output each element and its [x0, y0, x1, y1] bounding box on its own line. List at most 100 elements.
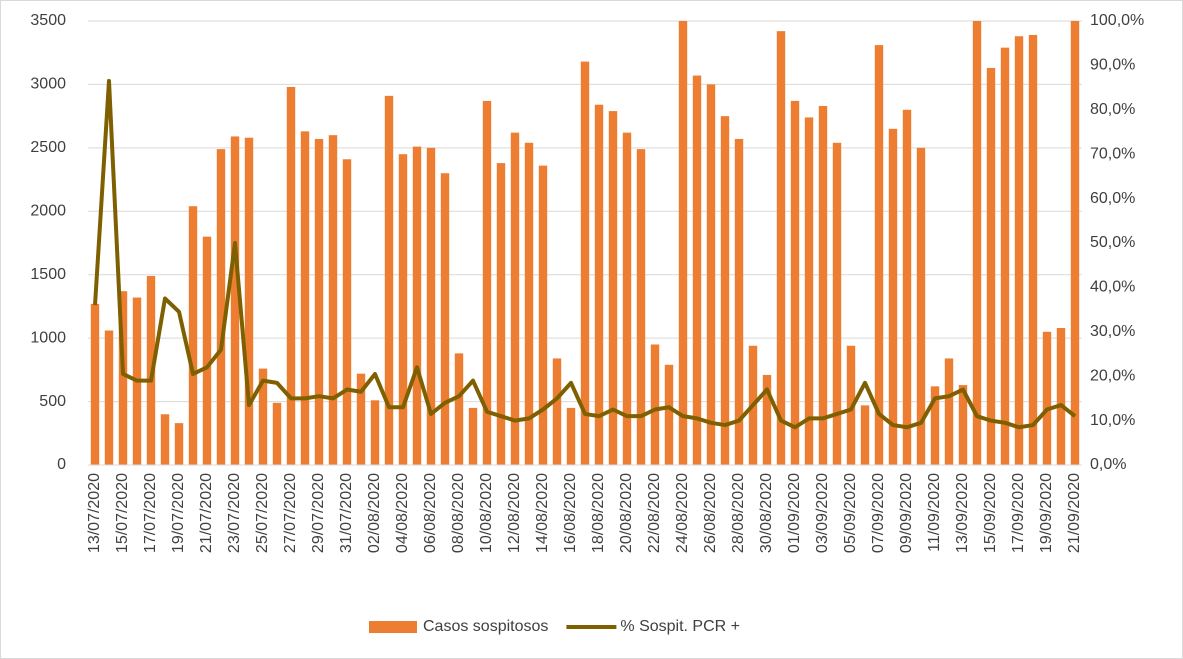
bar — [580, 61, 590, 465]
bar — [440, 173, 450, 465]
bar — [860, 405, 870, 465]
bar — [482, 100, 492, 466]
x-tick-label: 19/09/2020 — [1038, 473, 1055, 553]
y2-tick-label: 20,0% — [1090, 367, 1135, 384]
bar — [272, 402, 282, 465]
bar — [916, 147, 926, 465]
bar — [314, 138, 324, 465]
bar — [790, 100, 800, 466]
bar — [188, 206, 198, 465]
y2-tick-label: 100,0% — [1090, 12, 1144, 29]
bar — [888, 128, 898, 466]
y2-tick-label: 60,0% — [1090, 190, 1135, 207]
x-tick-label: 16/08/2020 — [562, 473, 579, 553]
y-tick-label: 1000 — [30, 329, 66, 346]
bar — [776, 31, 786, 466]
x-tick-label: 13/07/2020 — [86, 473, 103, 553]
x-tick-label: 05/09/2020 — [842, 473, 859, 553]
bar — [902, 109, 912, 466]
y2-tick-label: 90,0% — [1090, 57, 1135, 74]
x-tick-label: 18/08/2020 — [590, 473, 607, 553]
bar — [412, 146, 422, 466]
bar — [1000, 47, 1010, 465]
bar — [258, 368, 268, 465]
x-tick-label: 23/07/2020 — [226, 473, 243, 553]
bar — [90, 303, 100, 465]
bar — [944, 358, 954, 465]
bar — [692, 75, 702, 465]
x-tick-label: 22/08/2020 — [646, 473, 663, 553]
bar — [370, 400, 380, 465]
bar — [244, 137, 254, 466]
y-tick-label: 1500 — [30, 266, 66, 283]
x-tick-label: 25/07/2020 — [254, 473, 271, 553]
bar — [608, 111, 618, 465]
bar — [930, 386, 940, 465]
x-tick-label: 15/09/2020 — [982, 473, 999, 553]
x-tick-label: 13/09/2020 — [954, 473, 971, 553]
x-tick-label: 30/08/2020 — [758, 473, 775, 553]
bar — [454, 353, 464, 465]
y-tick-label: 3000 — [30, 76, 66, 93]
bar — [524, 142, 534, 466]
x-tick-label: 03/09/2020 — [814, 473, 831, 553]
bar — [818, 105, 828, 465]
x-tick-label: 04/08/2020 — [394, 473, 411, 553]
x-tick-label: 09/09/2020 — [898, 473, 915, 553]
legend-swatch — [369, 621, 417, 633]
bar — [174, 423, 184, 465]
x-tick-label: 21/09/2020 — [1066, 473, 1083, 553]
bar — [426, 147, 436, 465]
y-tick-label: 2000 — [30, 203, 66, 220]
bar — [328, 135, 338, 465]
bar — [1014, 36, 1024, 465]
bar — [958, 385, 968, 465]
y2-tick-label: 80,0% — [1090, 101, 1135, 118]
bar — [594, 104, 604, 466]
bar — [706, 84, 716, 465]
x-tick-label: 01/09/2020 — [786, 473, 803, 553]
x-tick-label: 17/07/2020 — [142, 473, 159, 553]
bar — [720, 116, 730, 466]
bar — [398, 154, 408, 465]
x-tick-label: 06/08/2020 — [422, 473, 439, 553]
bar — [286, 86, 296, 466]
y2-tick-label: 0,0% — [1090, 456, 1126, 473]
bar — [342, 159, 352, 465]
y2-tick-label: 30,0% — [1090, 323, 1135, 340]
bar — [664, 364, 674, 465]
x-tick-label: 26/08/2020 — [702, 473, 719, 553]
bar — [1070, 21, 1080, 465]
bar — [804, 117, 814, 465]
bar — [160, 414, 170, 465]
bar — [300, 131, 310, 465]
y2-tick-label: 40,0% — [1090, 279, 1135, 296]
bar — [510, 132, 520, 466]
bar — [118, 291, 128, 465]
bar — [986, 67, 996, 466]
bar — [1042, 331, 1052, 465]
bar — [384, 95, 394, 466]
x-tick-label: 08/08/2020 — [450, 473, 467, 553]
y2-tick-label: 70,0% — [1090, 145, 1135, 162]
y-tick-label: 2500 — [30, 139, 66, 156]
bar — [874, 45, 884, 466]
bar — [678, 21, 688, 465]
bar — [538, 165, 548, 466]
bar — [972, 21, 982, 465]
bar — [104, 330, 114, 465]
x-tick-label: 15/07/2020 — [114, 473, 131, 553]
x-tick-label: 14/08/2020 — [534, 473, 551, 553]
bar — [356, 373, 366, 465]
x-tick-label: 19/07/2020 — [170, 473, 187, 553]
bar — [622, 132, 632, 466]
x-tick-label: 28/08/2020 — [730, 473, 747, 553]
bar — [636, 149, 646, 465]
legend-label: % Sospit. PCR + — [620, 618, 740, 635]
bar — [734, 138, 744, 465]
bar — [468, 407, 478, 465]
x-tick-label: 11/09/2020 — [926, 473, 943, 552]
line — [93, 78, 1077, 430]
